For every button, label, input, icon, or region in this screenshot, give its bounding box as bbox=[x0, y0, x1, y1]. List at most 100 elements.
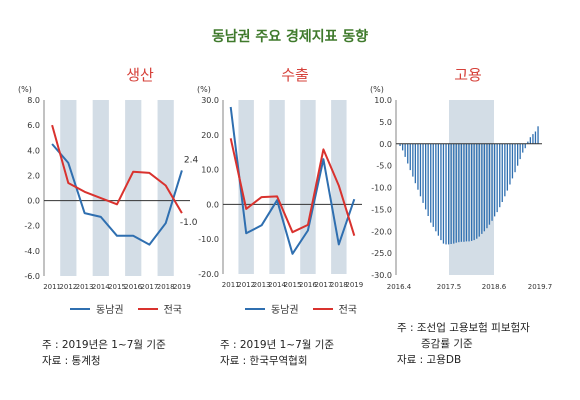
legend-export: 동남권 전국 bbox=[245, 301, 357, 316]
employment-bar bbox=[506, 143, 508, 191]
y-unit-label: (%) bbox=[370, 85, 384, 94]
employment-bar bbox=[448, 143, 450, 245]
employment-bar bbox=[440, 143, 442, 241]
employment-bar bbox=[478, 143, 480, 237]
series-line-national bbox=[229, 138, 356, 236]
employment-bar bbox=[412, 143, 414, 177]
y-tick-label: 8.0 bbox=[27, 96, 40, 105]
employment-bar bbox=[504, 143, 506, 197]
y-tick-label: 10.0 bbox=[374, 96, 392, 105]
y-tick-label: -4.0 bbox=[24, 247, 40, 256]
x-tick-label: 2018 bbox=[157, 283, 175, 291]
shade-band bbox=[125, 100, 142, 276]
employment-bar bbox=[432, 143, 434, 227]
y-tick-label: -10.0 bbox=[198, 235, 219, 244]
y-tick-label: -2.0 bbox=[24, 222, 40, 231]
legend-swatch-national bbox=[312, 307, 333, 310]
y-tick-label: 0.0 bbox=[206, 200, 219, 209]
x-tick-label: 2015 bbox=[284, 281, 302, 289]
employment-bar bbox=[483, 143, 485, 232]
employment-bar bbox=[499, 143, 501, 208]
series-line-regional bbox=[229, 106, 356, 255]
legend-label-national: 전국 bbox=[338, 305, 358, 316]
employment-bar bbox=[509, 143, 511, 185]
employment-bar bbox=[450, 143, 452, 244]
employment-bar bbox=[519, 143, 521, 160]
employment-bar bbox=[481, 143, 483, 234]
employment-bar bbox=[442, 143, 445, 244]
employment-bar bbox=[404, 143, 406, 157]
x-tick-label: 2016 bbox=[124, 283, 142, 291]
shade-band bbox=[269, 100, 285, 274]
employment-bar bbox=[417, 143, 419, 190]
employment-bar bbox=[486, 143, 488, 229]
note-employment-line-1: 주 : 조선업 고용보험 피보험자 bbox=[397, 322, 530, 334]
legend-swatch-regional bbox=[70, 307, 90, 310]
employment-bar bbox=[471, 143, 473, 241]
legend-label-regional: 동남권 bbox=[271, 305, 299, 316]
shade-band bbox=[157, 100, 174, 276]
employment-bar bbox=[473, 143, 475, 241]
employment-bar bbox=[511, 143, 514, 179]
note-employment-line-2: 증감률 기준 bbox=[421, 338, 473, 350]
employment-bar bbox=[414, 143, 416, 184]
y-tick-label: 0.0 bbox=[379, 140, 392, 149]
y-tick-label: 2.0 bbox=[27, 171, 40, 180]
y-tick-label: -5.0 bbox=[376, 162, 392, 171]
y-tick-label: -20.0 bbox=[371, 227, 392, 236]
note-production-line-1: 주 : 2019년은 1~7월 기준 bbox=[42, 339, 166, 351]
legend-label-regional: 동남권 bbox=[96, 305, 124, 316]
x-tick-label: 2017 bbox=[141, 283, 159, 291]
employment-bar bbox=[537, 126, 539, 144]
employment-bar bbox=[453, 143, 455, 244]
x-tick-label: 2019 bbox=[173, 283, 191, 291]
legend-swatch-national bbox=[137, 307, 158, 310]
x-tick-label: 2013 bbox=[76, 283, 94, 291]
shade-band bbox=[60, 100, 77, 276]
employment-bar bbox=[524, 143, 526, 149]
y-tick-label: 5.0 bbox=[379, 118, 392, 127]
y-tick-label: -15.0 bbox=[371, 205, 392, 214]
series-line-regional bbox=[51, 143, 183, 246]
x-tick-label: 2015 bbox=[108, 283, 126, 291]
y-tick-label: 4.0 bbox=[27, 146, 40, 155]
employment-bar bbox=[458, 143, 460, 243]
x-tick-label: 2019 bbox=[345, 281, 363, 289]
employment-bar bbox=[427, 143, 429, 216]
x-tick-label: 2018 bbox=[330, 281, 348, 289]
y-tick-label: 0.0 bbox=[27, 197, 40, 206]
employment-bar bbox=[437, 143, 439, 236]
y-tick-label: 10.0 bbox=[201, 166, 219, 175]
employment-bar bbox=[494, 143, 496, 217]
employment-bar bbox=[476, 143, 478, 239]
x-tick-label: 2012 bbox=[237, 281, 255, 289]
employment-bar bbox=[445, 143, 447, 245]
y-tick-label: -25.0 bbox=[371, 249, 392, 258]
note-export: 주 : 2019년 1~7월 기준 자료 : 한국무역협회 bbox=[220, 337, 334, 369]
x-tick-label: 2011 bbox=[43, 283, 61, 291]
y-tick-label: -10.0 bbox=[371, 184, 392, 193]
employment-bar bbox=[463, 143, 465, 242]
panel-title-production: 생산 bbox=[126, 66, 154, 84]
employment-bar bbox=[465, 143, 468, 242]
y-tick-label: 6.0 bbox=[27, 121, 40, 130]
y-tick-label: 30.0 bbox=[201, 96, 219, 105]
employment-bar bbox=[422, 143, 424, 203]
employment-bar bbox=[455, 143, 457, 243]
employment-bar bbox=[435, 143, 437, 232]
shade-band bbox=[92, 100, 109, 276]
employment-bar bbox=[522, 143, 524, 153]
shade-band bbox=[300, 100, 316, 274]
note-production-line-2: 자료 : 통계청 bbox=[42, 355, 101, 367]
employment-bar bbox=[514, 143, 516, 173]
employment-bar bbox=[517, 143, 519, 166]
y-tick-label: -30.0 bbox=[371, 271, 392, 280]
panel-title-employment: 고용 bbox=[454, 66, 482, 84]
panel-title-export: 수출 bbox=[281, 66, 309, 84]
note-production: 주 : 2019년은 1~7월 기준 자료 : 통계청 bbox=[42, 337, 166, 369]
y-tick-label: 20.0 bbox=[201, 131, 219, 140]
employment-bar bbox=[529, 137, 531, 144]
y-unit-label: (%) bbox=[197, 85, 211, 94]
legend-production: 동남권 전국 bbox=[70, 301, 182, 316]
note-export-line-1: 주 : 2019년 1~7월 기준 bbox=[220, 339, 335, 351]
